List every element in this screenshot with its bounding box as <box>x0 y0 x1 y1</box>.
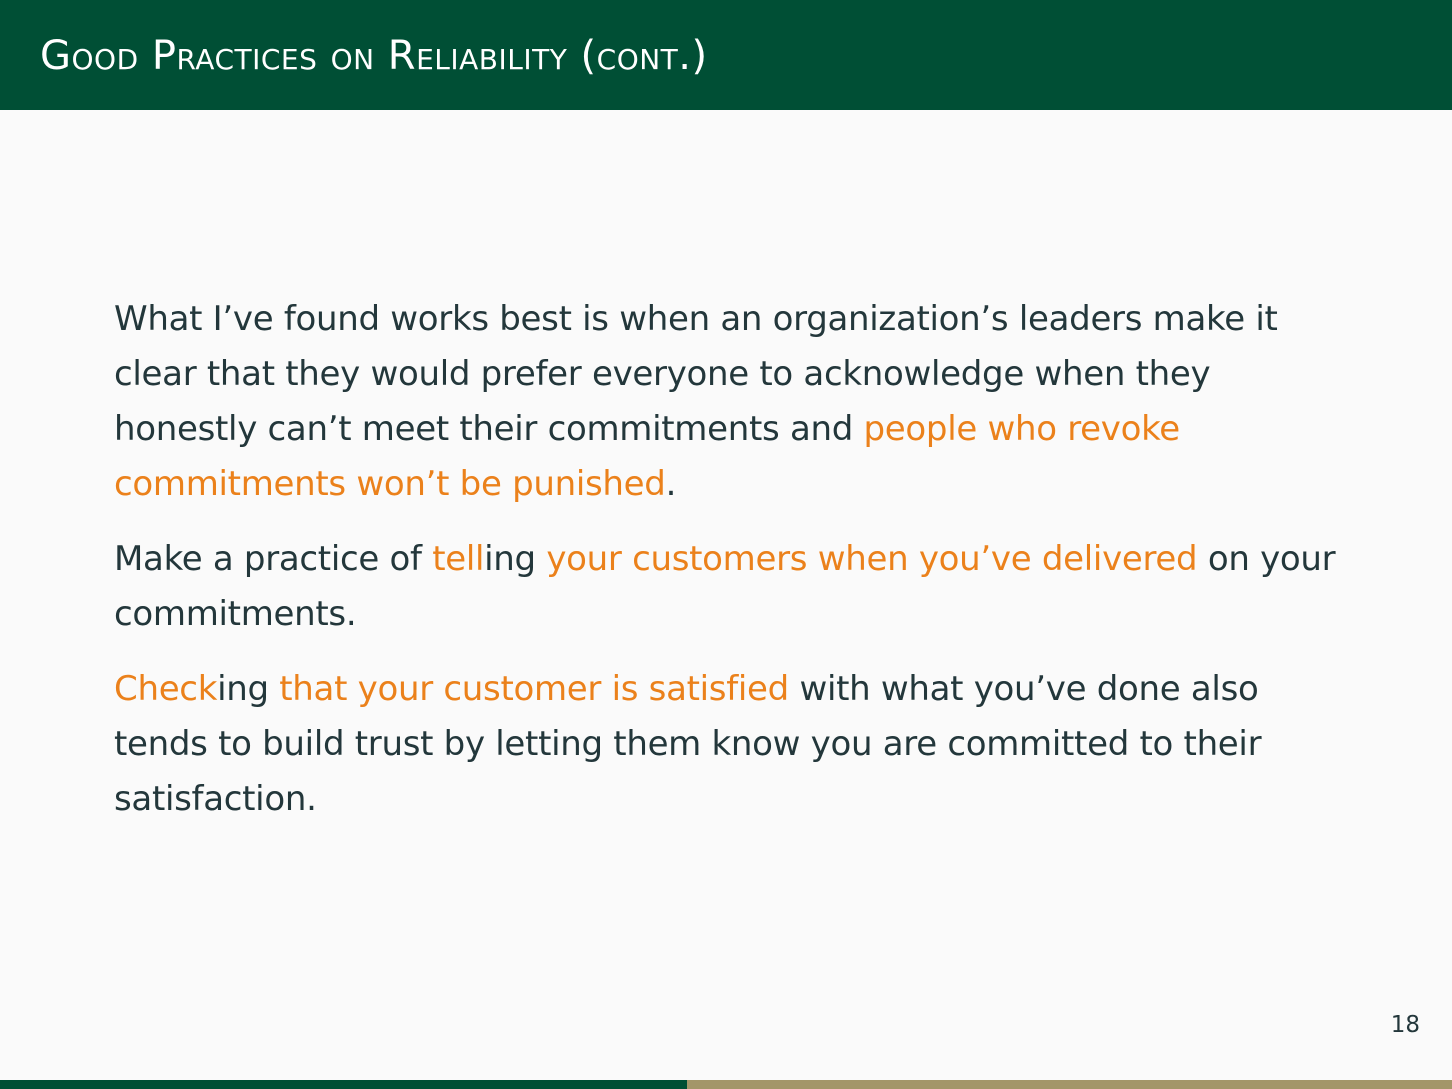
paragraph-3-segment: with what you’ve done also tends to buil… <box>114 669 1262 819</box>
slide-body: What I’ve found works best is when an or… <box>114 292 1354 847</box>
slide-progress-bar <box>0 1080 1452 1089</box>
paragraph-1-segment: What I’ve found works best is when an or… <box>114 299 1278 449</box>
slide-progress-fill <box>0 1080 687 1089</box>
paragraph-3-segment: ing <box>217 669 280 709</box>
paragraph-2-segment: ing <box>484 539 547 579</box>
paragraph-2-segment: Make a practice of <box>114 539 433 579</box>
paragraph-2-highlight: your customers when you’ve delivered <box>546 539 1198 579</box>
paragraph-2-segment: on your commitments. <box>114 539 1336 634</box>
page-number: 18 <box>1390 1012 1420 1038</box>
paragraph-3-highlight: Check <box>114 669 218 709</box>
paragraph-1: What I’ve found works best is when an or… <box>114 292 1354 512</box>
paragraph-2: Make a practice of telling your customer… <box>114 532 1354 642</box>
paragraph-1-segment: . <box>665 464 677 504</box>
paragraph-3-highlight: that your customer is satisfied <box>279 669 789 709</box>
slide-header: Good Practices on Reliability (cont.) <box>0 0 1452 110</box>
paragraph-2-highlight: tell <box>432 539 485 579</box>
slide-title: Good Practices on Reliability (cont.) <box>40 33 708 79</box>
paragraph-1-highlight: people who revoke commitments won’t be p… <box>114 409 1180 504</box>
paragraph-3: Checking that your customer is satisfied… <box>114 662 1354 827</box>
